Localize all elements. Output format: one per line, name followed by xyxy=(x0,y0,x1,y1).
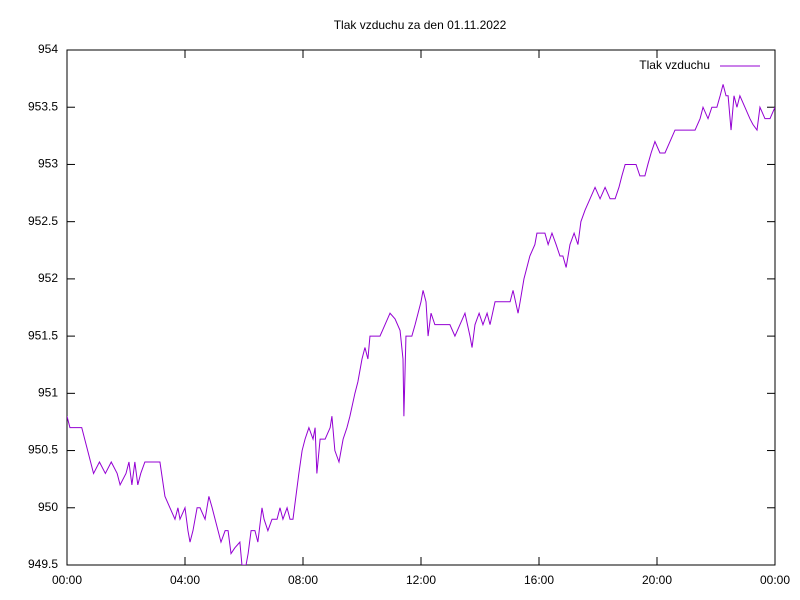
y-tick-label: 953 xyxy=(38,157,58,171)
x-tick-label: 04:00 xyxy=(170,573,200,587)
y-tick-label: 951 xyxy=(38,386,58,400)
x-tick-label: 00:00 xyxy=(52,573,82,587)
y-tick-label: 952.5 xyxy=(28,214,58,228)
y-tick-label: 949.5 xyxy=(28,557,58,571)
x-tick-label: 16:00 xyxy=(524,573,554,587)
y-tick-label: 952 xyxy=(38,271,58,285)
y-tick-label: 954 xyxy=(38,42,58,56)
y-tick-label: 950 xyxy=(38,500,58,514)
x-tick-label: 20:00 xyxy=(642,573,672,587)
x-tick-label: 00:00 xyxy=(760,573,790,587)
x-tick-label: 12:00 xyxy=(406,573,436,587)
x-tick-label: 08:00 xyxy=(288,573,318,587)
y-tick-label: 950.5 xyxy=(28,443,58,457)
legend-label: Tlak vzduchu xyxy=(639,58,710,72)
y-tick-label: 953.5 xyxy=(28,99,58,113)
chart-title: Tlak vzduchu za den 01.11.2022 xyxy=(334,18,507,32)
y-tick-label: 951.5 xyxy=(28,328,58,342)
data-line xyxy=(67,84,775,565)
